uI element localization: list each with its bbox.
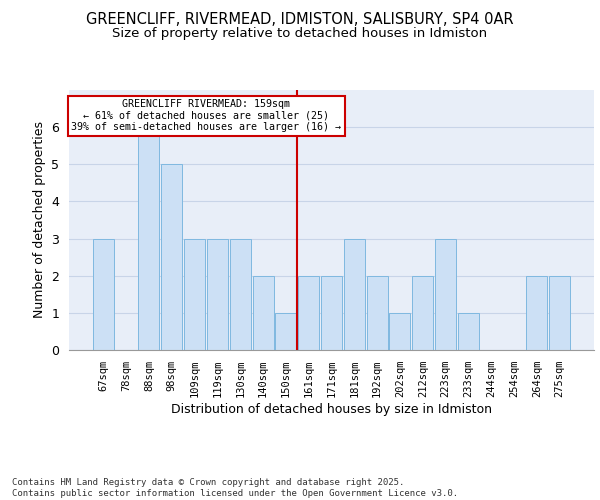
- Text: GREENCLIFF, RIVERMEAD, IDMISTON, SALISBURY, SP4 0AR: GREENCLIFF, RIVERMEAD, IDMISTON, SALISBU…: [86, 12, 514, 28]
- Text: Contains HM Land Registry data © Crown copyright and database right 2025.
Contai: Contains HM Land Registry data © Crown c…: [12, 478, 458, 498]
- Bar: [458, 313, 479, 350]
- Bar: [207, 238, 228, 350]
- Bar: [435, 238, 456, 350]
- Bar: [367, 276, 388, 350]
- Bar: [344, 238, 365, 350]
- Bar: [230, 238, 251, 350]
- Bar: [298, 276, 319, 350]
- Y-axis label: Number of detached properties: Number of detached properties: [33, 122, 46, 318]
- Bar: [139, 127, 160, 350]
- Text: Size of property relative to detached houses in Idmiston: Size of property relative to detached ho…: [112, 28, 488, 40]
- Bar: [526, 276, 547, 350]
- Text: GREENCLIFF RIVERMEAD: 159sqm
← 61% of detached houses are smaller (25)
39% of se: GREENCLIFF RIVERMEAD: 159sqm ← 61% of de…: [71, 100, 341, 132]
- Bar: [389, 313, 410, 350]
- Bar: [253, 276, 274, 350]
- X-axis label: Distribution of detached houses by size in Idmiston: Distribution of detached houses by size …: [171, 403, 492, 416]
- Bar: [412, 276, 433, 350]
- Bar: [549, 276, 570, 350]
- Bar: [275, 313, 296, 350]
- Bar: [184, 238, 205, 350]
- Bar: [161, 164, 182, 350]
- Bar: [321, 276, 342, 350]
- Bar: [93, 238, 114, 350]
